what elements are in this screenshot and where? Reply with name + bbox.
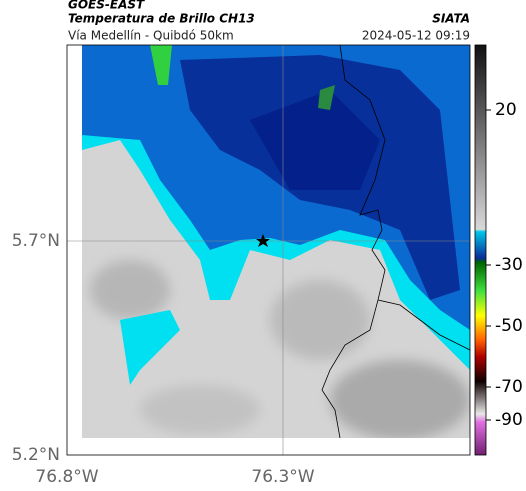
source: SIATA bbox=[432, 12, 470, 26]
colorbar-tick-label: -70 bbox=[495, 377, 523, 397]
colorbar-tick-label: -50 bbox=[495, 316, 523, 336]
title: Temperatura de Brillo CH13 bbox=[68, 12, 255, 26]
colorbar-tick-label: -30 bbox=[495, 255, 523, 275]
lat-label: 5.2°N bbox=[12, 445, 60, 465]
product: GOES-EAST bbox=[68, 0, 145, 12]
colorbar-tick-label: -90 bbox=[495, 410, 523, 430]
lon-label: 76.3°W bbox=[251, 467, 314, 487]
colorbar-ticks: 20 -30 -50 -70 -90 bbox=[486, 100, 523, 430]
datetime: 2024-05-12 09:19 bbox=[362, 29, 470, 43]
lon-label: 76.8°W bbox=[35, 467, 98, 487]
subtitle: Vía Medellín - Quibdó 50km bbox=[68, 29, 234, 43]
lat-label: 5.7°N bbox=[12, 231, 60, 251]
colorbar-tick-label: 20 bbox=[495, 100, 517, 120]
satellite-image bbox=[66, 44, 471, 456]
colorbar bbox=[474, 44, 487, 456]
